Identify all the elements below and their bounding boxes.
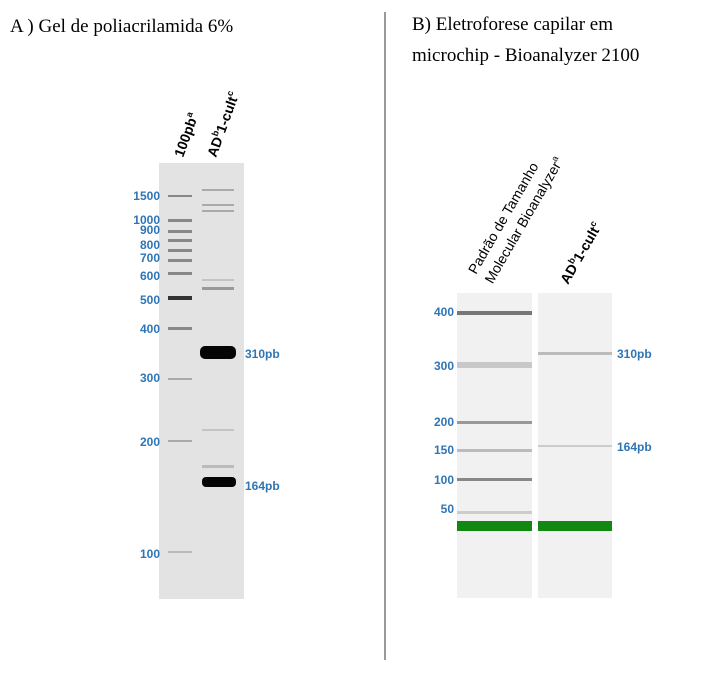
marker-label: 600 <box>140 269 160 283</box>
gel-b <box>457 293 612 598</box>
band-label: 164pb <box>245 479 280 493</box>
figure: A ) Gel de poliacrilamida 6%100pbaADb1-c… <box>0 0 717 675</box>
panel-title: microchip - Bioanalyzer 2100 <box>412 45 639 66</box>
lane-label: Padrão de TamanhoMolecular Bioanalyzera <box>465 145 567 286</box>
marker-label: 200 <box>140 435 160 449</box>
lane-label: 100pba <box>170 110 202 159</box>
marker-label: 300 <box>434 359 454 373</box>
marker-label: 200 <box>434 415 454 429</box>
lane-text: 100pb <box>171 116 200 160</box>
marker-label: 100 <box>434 473 454 487</box>
lane-text: 1-cult <box>213 94 241 135</box>
band-label: 310pb <box>245 347 280 361</box>
lane-text: AD <box>204 135 226 159</box>
lane-text: AD <box>557 261 581 287</box>
panel-title: A ) Gel de poliacrilamida 6% <box>10 16 233 37</box>
marker-label: 400 <box>140 322 160 336</box>
gel-a <box>159 163 244 599</box>
panel-title: B) Eletroforese capilar em <box>412 14 613 35</box>
marker-label: 150 <box>434 443 454 457</box>
lane-label: ADb1-cultc <box>556 219 605 286</box>
marker-label: 700 <box>140 251 160 265</box>
band-label: 164pb <box>617 440 652 454</box>
lane-text: 1-cult <box>570 224 603 265</box>
marker-label: 400 <box>434 305 454 319</box>
lane-label: ADb1-cultc <box>203 89 242 159</box>
marker-label: 300 <box>140 371 160 385</box>
marker-label: 1500 <box>133 189 160 203</box>
marker-label: 900 <box>140 223 160 237</box>
marker-label: 500 <box>140 293 160 307</box>
marker-label: 50 <box>441 502 455 516</box>
marker-label: 800 <box>140 238 160 252</box>
marker-label: 100 <box>140 547 160 561</box>
band-label: 310pb <box>617 347 652 361</box>
